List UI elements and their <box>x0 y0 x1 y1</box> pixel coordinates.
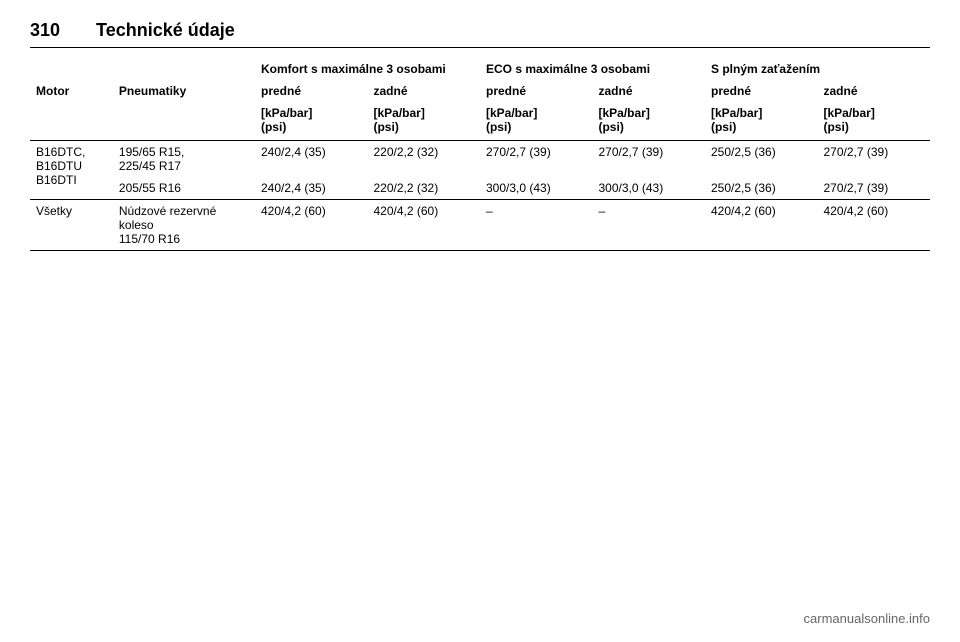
unit-cell: [kPa/bar] (psi) <box>255 102 368 141</box>
col-front-2: predné <box>480 80 593 102</box>
unit-line2: (psi) <box>486 120 587 134</box>
value-cell: 420/4,2 (60) <box>705 200 818 251</box>
tyre-line: 225/45 R17 <box>119 159 249 173</box>
unit-line1: [kPa/bar] <box>373 106 474 120</box>
page-title: Technické údaje <box>96 20 235 41</box>
value-cell: 270/2,7 (39) <box>817 177 930 200</box>
unit-line1: [kPa/bar] <box>711 106 812 120</box>
unit-line2: (psi) <box>711 120 812 134</box>
value-cell: 420/4,2 (60) <box>367 200 480 251</box>
col-front-1: predné <box>255 80 368 102</box>
value-cell: 270/2,7 (39) <box>817 141 930 178</box>
value-cell: 240/2,4 (35) <box>255 141 368 178</box>
tyre-cell: 195/65 R15, 225/45 R17 <box>113 141 255 178</box>
unit-cell: [kPa/bar] (psi) <box>480 102 593 141</box>
value-cell: 420/4,2 (60) <box>817 200 930 251</box>
motor-line: B16DTU <box>36 159 107 173</box>
value-cell: 300/3,0 (43) <box>480 177 593 200</box>
unit-cell: [kPa/bar] (psi) <box>367 102 480 141</box>
table-row: 205/55 R16 240/2,4 (35) 220/2,2 (32) 300… <box>30 177 930 200</box>
col-rear-2: zadné <box>592 80 705 102</box>
col-rear-1: zadné <box>367 80 480 102</box>
motor-line: B16DTI <box>36 173 107 187</box>
value-cell: 270/2,7 (39) <box>480 141 593 178</box>
page-number: 310 <box>30 20 60 41</box>
value-cell: 270/2,7 (39) <box>592 141 705 178</box>
unit-line1: [kPa/bar] <box>823 106 924 120</box>
col-front-3: predné <box>705 80 818 102</box>
unit-line1: [kPa/bar] <box>598 106 699 120</box>
col-rear-3: zadné <box>817 80 930 102</box>
table-row: B16DTC, B16DTU B16DTI 195/65 R15, 225/45… <box>30 141 930 178</box>
page-header: 310 Technické údaje <box>30 20 930 48</box>
motor-cell: Všetky <box>30 200 113 251</box>
group-full: S plným zaťažením <box>705 56 930 80</box>
tyre-pressure-table: Komfort s maximálne 3 osobami ECO s maxi… <box>30 56 930 251</box>
tyre-cell: Núdzové rezervné koleso 115/70 R16 <box>113 200 255 251</box>
value-cell: 250/2,5 (36) <box>705 141 818 178</box>
value-cell: – <box>480 200 593 251</box>
value-cell: 220/2,2 (32) <box>367 141 480 178</box>
tyre-line: Núdzové rezervné koleso <box>119 204 249 232</box>
col-motor-label: Motor <box>30 80 113 102</box>
value-cell: – <box>592 200 705 251</box>
value-cell: 220/2,2 (32) <box>367 177 480 200</box>
unit-line2: (psi) <box>261 120 362 134</box>
unit-line2: (psi) <box>598 120 699 134</box>
col-tyres-label: Pneumatiky <box>113 80 255 102</box>
value-cell: 250/2,5 (36) <box>705 177 818 200</box>
tyre-cell: 205/55 R16 <box>113 177 255 200</box>
group-eco: ECO s maximálne 3 osobami <box>480 56 705 80</box>
group-comfort: Komfort s maximálne 3 osobami <box>255 56 480 80</box>
unit-line2: (psi) <box>373 120 474 134</box>
value-cell: 240/2,4 (35) <box>255 177 368 200</box>
tyre-line: 195/65 R15, <box>119 145 249 159</box>
unit-line1: [kPa/bar] <box>486 106 587 120</box>
unit-line2: (psi) <box>823 120 924 134</box>
motor-cell: B16DTC, B16DTU B16DTI <box>30 141 113 200</box>
table-row: Všetky Núdzové rezervné koleso 115/70 R1… <box>30 200 930 251</box>
unit-row: [kPa/bar] (psi) [kPa/bar] (psi) [kPa/bar… <box>30 102 930 141</box>
unit-cell: [kPa/bar] (psi) <box>592 102 705 141</box>
tyre-line: 115/70 R16 <box>119 232 249 246</box>
sub-header-row: Motor Pneumatiky predné zadné predné zad… <box>30 80 930 102</box>
tyre-line: 205/55 R16 <box>119 181 249 195</box>
unit-cell: [kPa/bar] (psi) <box>817 102 930 141</box>
value-cell: 420/4,2 (60) <box>255 200 368 251</box>
motor-line: B16DTC, <box>36 145 107 159</box>
group-header-row: Komfort s maximálne 3 osobami ECO s maxi… <box>30 56 930 80</box>
value-cell: 300/3,0 (43) <box>592 177 705 200</box>
footer-watermark: carmanualsonline.info <box>804 611 930 626</box>
unit-cell: [kPa/bar] (psi) <box>705 102 818 141</box>
unit-line1: [kPa/bar] <box>261 106 362 120</box>
